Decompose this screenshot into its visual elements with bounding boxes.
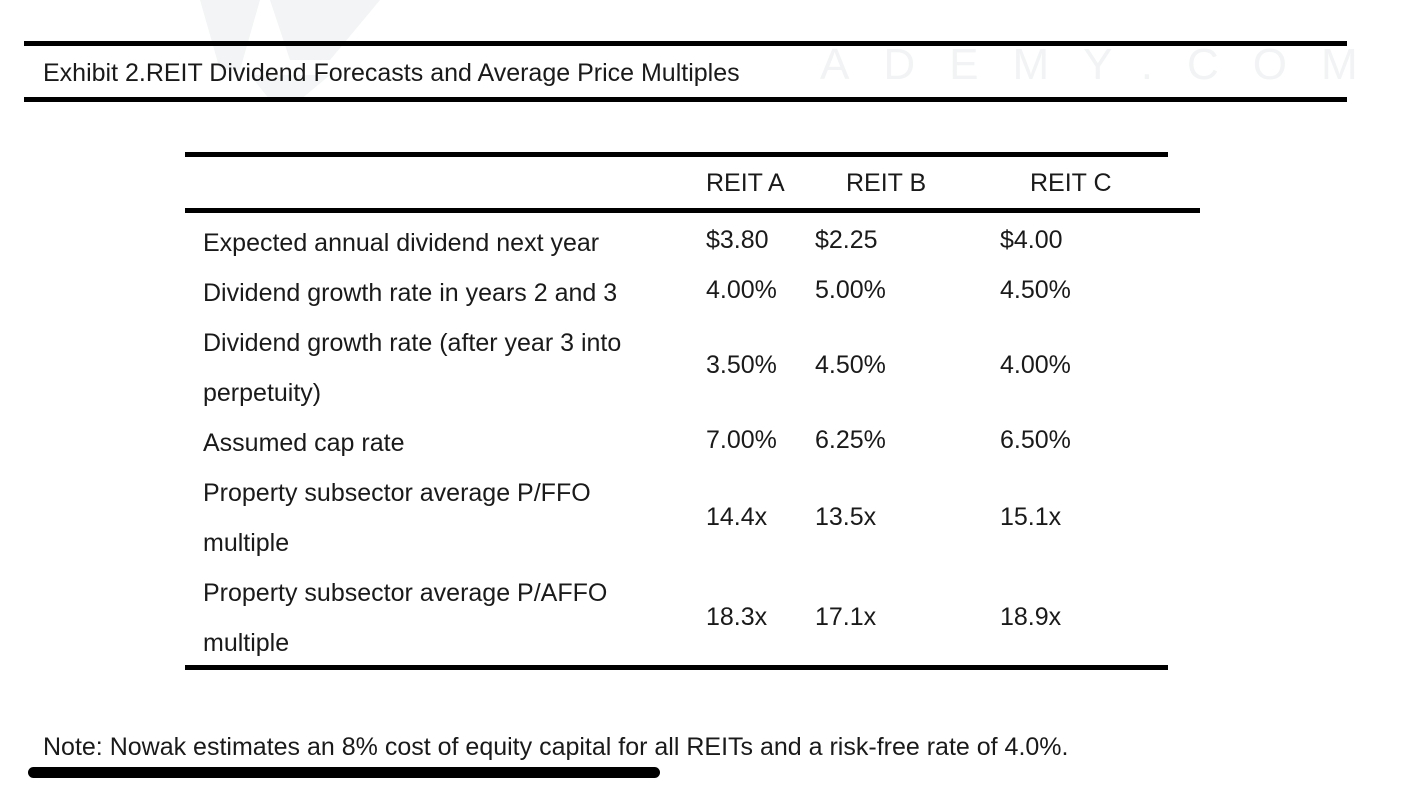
cell-reit-a: $3.80 — [706, 226, 769, 254]
cell-reit-b: 4.50% — [815, 351, 886, 379]
column-header-reit-c: REIT C — [1030, 169, 1112, 197]
cell-reit-b: 17.1x — [815, 603, 877, 631]
table-row: Dividend growth rate (after year 3 into … — [185, 318, 1200, 418]
cell-reit-a: 3.50% — [706, 351, 777, 379]
table-row: Expected annual dividend next year $3.80… — [185, 218, 1200, 268]
title-bottom-rule — [24, 97, 1347, 102]
table-bottom-rule — [185, 665, 1168, 670]
watermark-logo — [200, 0, 380, 100]
underline-highlight — [28, 767, 660, 778]
row-label: Expected annual dividend next year — [203, 229, 600, 257]
cell-reit-b: $2.25 — [815, 226, 878, 254]
row-label: Assumed cap rate — [203, 429, 405, 457]
table-row: Dividend growth rate in years 2 and 3 4.… — [185, 268, 1200, 318]
cell-reit-b: 5.00% — [815, 276, 886, 304]
cell-reit-b: 13.5x — [815, 503, 877, 531]
cell-reit-c: 4.50% — [1000, 276, 1071, 304]
table-row: Property subsector average P/FFO multipl… — [185, 468, 1200, 568]
row-label: Property subsector average P/FFO multipl… — [203, 479, 591, 557]
table-header-row: REIT A REIT B REIT C — [185, 169, 1200, 199]
row-label: Dividend growth rate (after year 3 into … — [203, 329, 622, 407]
watermark-text: ADEMY.COM — [820, 40, 1392, 89]
exhibit-note: Note: Nowak estimates an 8% cost of equi… — [43, 733, 1069, 761]
row-label: Dividend growth rate in years 2 and 3 — [203, 279, 618, 307]
cell-reit-a: 7.00% — [706, 426, 777, 454]
table-row: Property subsector average P/AFFO multip… — [185, 568, 1200, 668]
cell-reit-b: 6.25% — [815, 426, 886, 454]
table-top-rule — [185, 152, 1168, 157]
cell-reit-c: 4.00% — [1000, 351, 1071, 379]
table-header-rule — [185, 208, 1200, 213]
table-row: Assumed cap rate 7.00% 6.25% 6.50% — [185, 418, 1200, 468]
cell-reit-a: 4.00% — [706, 276, 777, 304]
row-label: Property subsector average P/AFFO multip… — [203, 579, 608, 657]
cell-reit-c: 6.50% — [1000, 426, 1071, 454]
title-top-rule — [24, 41, 1347, 46]
exhibit-title: Exhibit 2.REIT Dividend Forecasts and Av… — [43, 59, 740, 87]
cell-reit-a: 18.3x — [706, 603, 768, 631]
cell-reit-c: 18.9x — [1000, 603, 1062, 631]
cell-reit-c: $4.00 — [1000, 226, 1063, 254]
column-header-reit-a: REIT A — [706, 169, 785, 197]
cell-reit-c: 15.1x — [1000, 503, 1062, 531]
cell-reit-a: 14.4x — [706, 503, 768, 531]
column-header-reit-b: REIT B — [846, 169, 927, 197]
